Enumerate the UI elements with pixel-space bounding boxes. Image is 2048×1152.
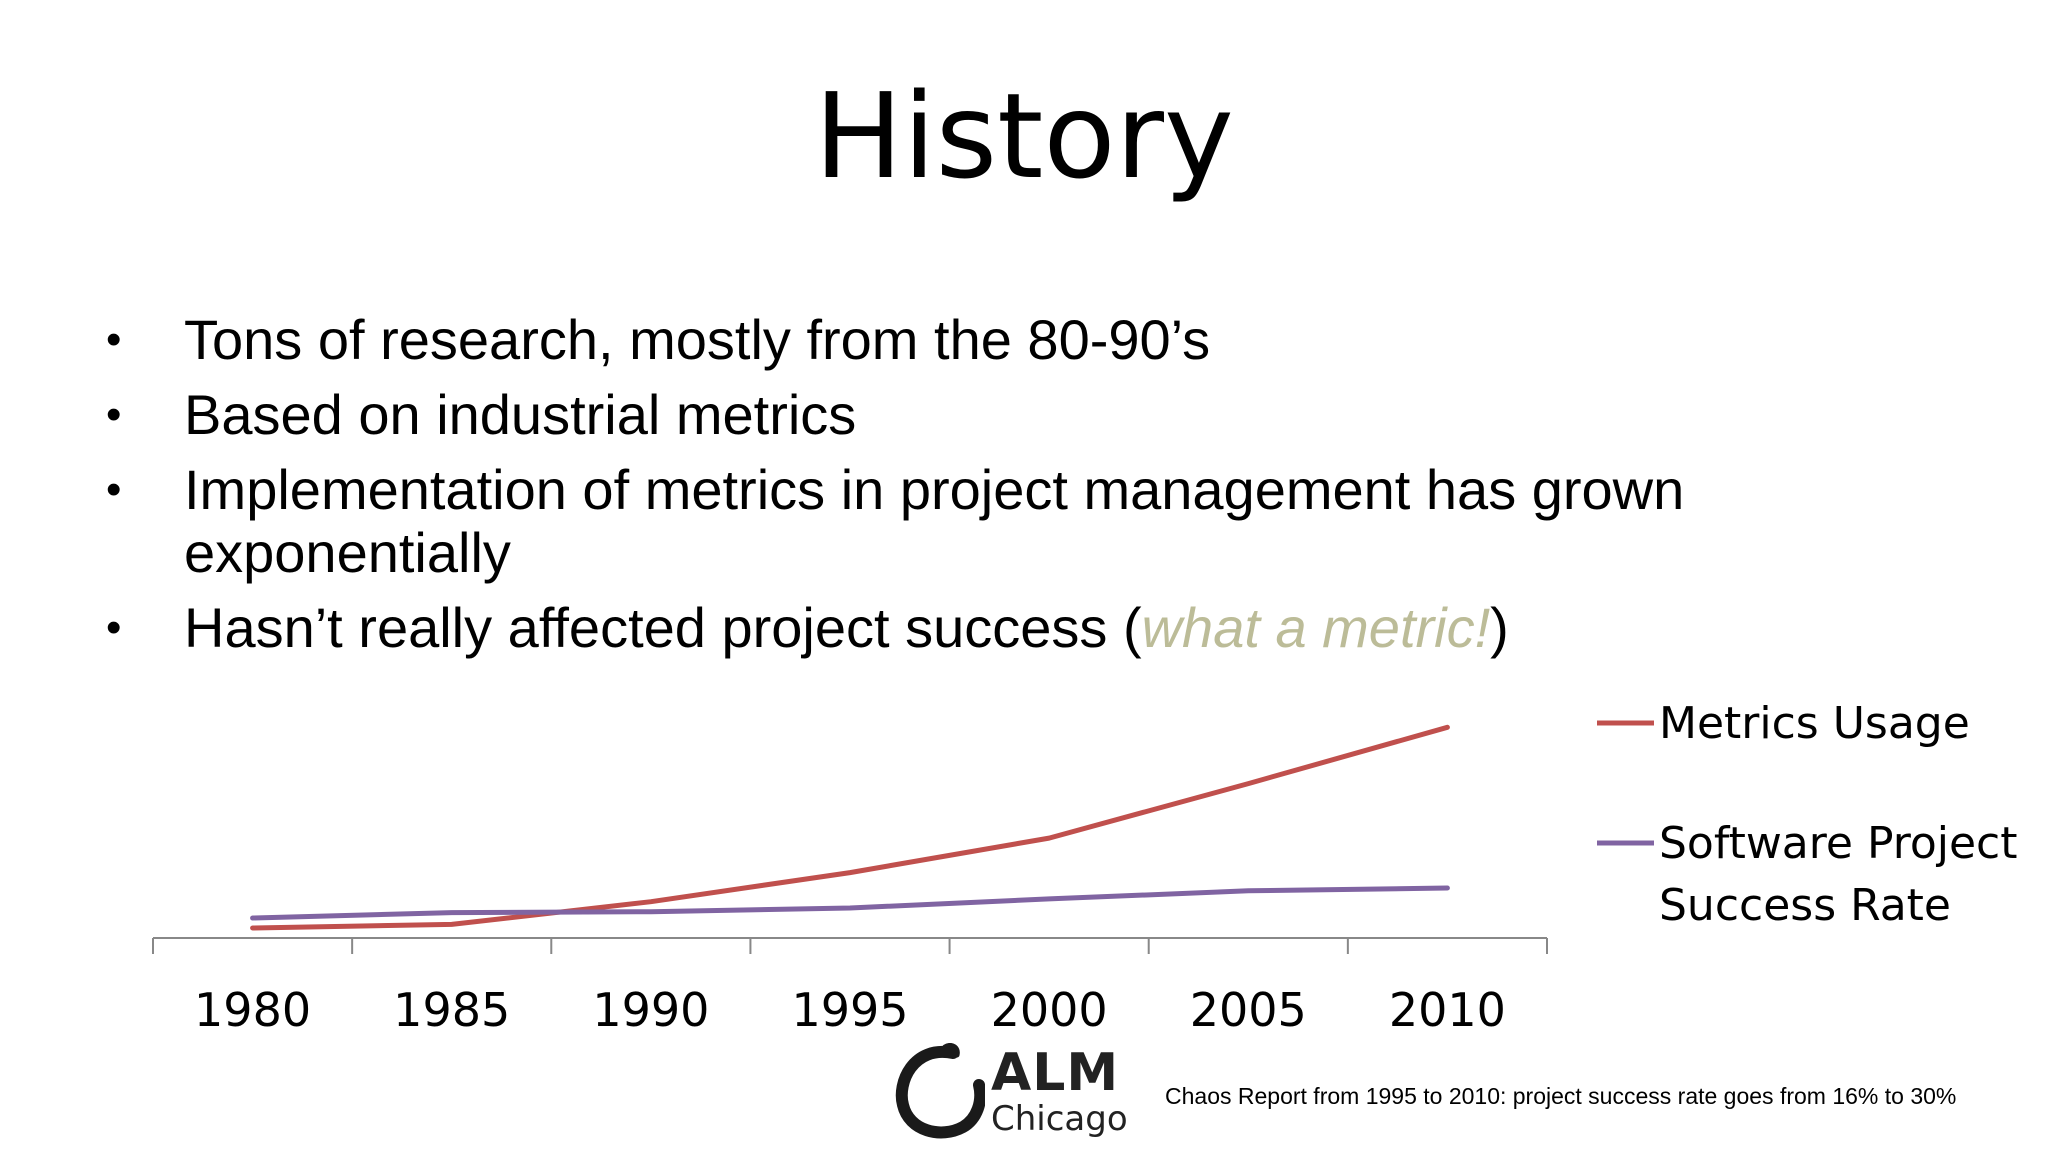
legend-label: Software Project Success Rate xyxy=(1659,818,2018,931)
line-chart: 1980 1985 1990 1995 2000 2005 2010 Metrics Usa… xyxy=(152,698,2018,1035)
series-line-metrics-usage xyxy=(250,724,1450,931)
bullet-marker: • xyxy=(106,390,122,439)
bullet-text-end: ) xyxy=(1490,596,1509,659)
x-tick-label: 2005 xyxy=(1190,983,1307,1035)
bullet-item: • Tons of research, mostly from the 80-9… xyxy=(100,308,1720,371)
logo-name: ALM xyxy=(991,1043,1120,1103)
bullet-emphasis: what a metric! xyxy=(1141,596,1491,659)
x-tick-label: 2000 xyxy=(991,983,1108,1035)
x-tick-label: 1980 xyxy=(194,983,311,1035)
bullet-item: • Based on industrial metrics xyxy=(100,383,1720,446)
x-tick-label: 1985 xyxy=(393,983,510,1035)
bullet-text-start: Hasn’t really affected project success ( xyxy=(184,596,1142,659)
x-tick-label: 1990 xyxy=(592,983,709,1035)
logo-city: Chicago xyxy=(991,1099,1128,1139)
bullet-marker: • xyxy=(106,603,122,652)
bullet-marker: • xyxy=(106,315,122,364)
alm-chicago-logo: ALM Chicago xyxy=(893,1042,1128,1143)
x-tick-label: 2010 xyxy=(1389,983,1506,1035)
bullet-item: • Implementation of metrics in project m… xyxy=(100,458,1720,584)
bullet-list: • Tons of research, mostly from the 80-9… xyxy=(100,308,1720,671)
bullet-text: Implementation of metrics in project man… xyxy=(184,458,1685,584)
bullet-text: Based on industrial metrics xyxy=(184,383,857,446)
bullet-text: Tons of research, mostly from the 80-90’… xyxy=(184,308,1211,371)
legend-label: Metrics Usage xyxy=(1659,698,1970,749)
legend: Metrics Usage Software Project Success Rat… xyxy=(1597,698,2018,931)
series-lines xyxy=(250,724,1450,931)
bullet-marker: • xyxy=(106,465,122,514)
x-tick-labels: 1980 1985 1990 1995 2000 2005 2010 xyxy=(194,983,1506,1035)
slide-title: History xyxy=(814,67,1234,205)
footnote: Chaos Report from 1995 to 2010: project … xyxy=(1165,1083,1957,1109)
circle-brush-icon xyxy=(895,1042,987,1139)
x-tick-label: 1995 xyxy=(791,983,908,1035)
x-axis xyxy=(152,937,1548,954)
bullet-item: • Hasn’t really affected project success… xyxy=(100,596,1720,659)
series-line-success-rate xyxy=(250,885,1450,921)
